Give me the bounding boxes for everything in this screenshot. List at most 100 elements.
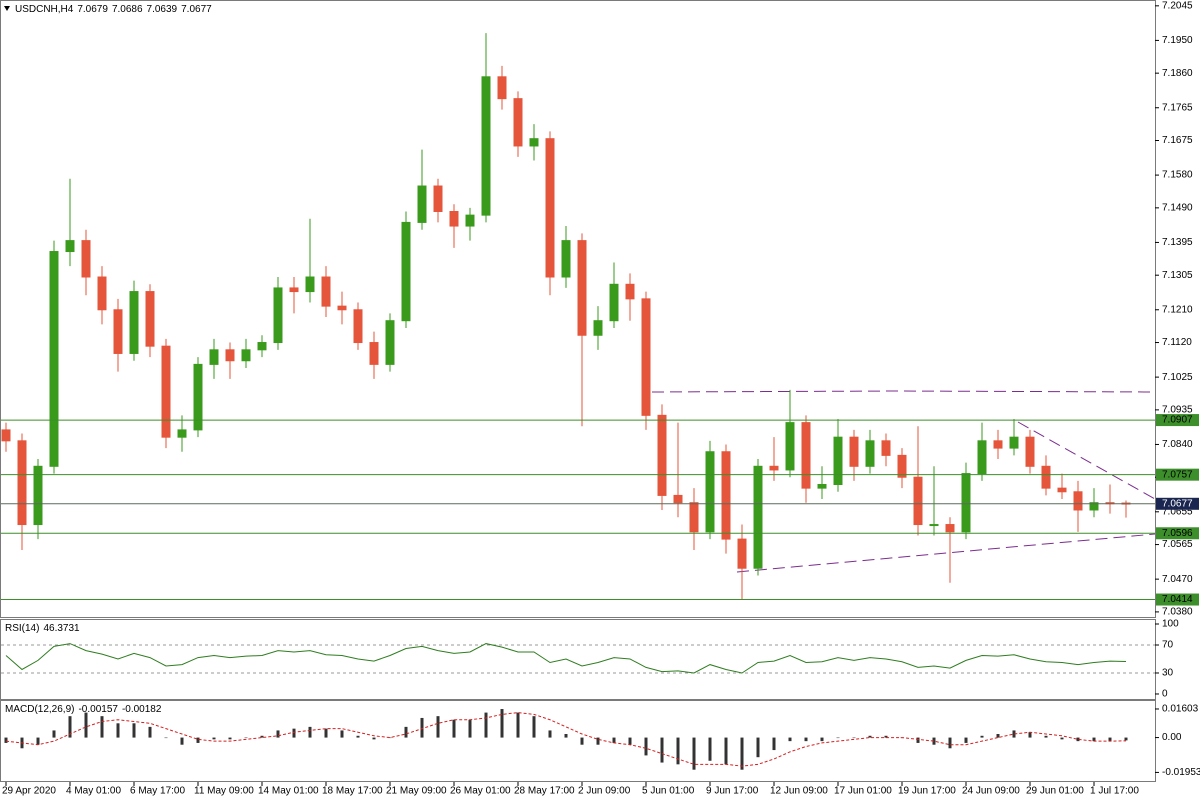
macd-bar [228, 737, 232, 740]
macd-bar [388, 737, 392, 739]
candle-body [929, 524, 939, 527]
candle-body [913, 476, 923, 526]
macd-bar [84, 712, 88, 738]
macd-bar [116, 723, 120, 738]
y-tick-label: 7.0935 [1162, 405, 1193, 416]
macd-signal-last: -0.00182 [122, 704, 162, 715]
macd-bar [244, 737, 248, 739]
x-tick-label: 11 May 09:00 [194, 786, 254, 797]
y-tick-label: 100 [1162, 619, 1179, 630]
candle-body [545, 138, 555, 278]
macd-bar [404, 726, 408, 738]
candle-body [753, 465, 763, 569]
symbol: USDCNH,H4 [15, 4, 74, 15]
y-tick-label: 7.0655 [1162, 506, 1193, 517]
bar-open: 7.0679 [77, 4, 108, 15]
candle-body [369, 342, 379, 365]
collapse-icon[interactable] [4, 6, 10, 11]
candle-body [865, 440, 875, 467]
y-tick-label: 7.0380 [1162, 607, 1193, 618]
candle-body [1089, 502, 1099, 511]
macd-bar [164, 737, 168, 739]
macd-bar [68, 716, 72, 738]
macd-bar [788, 737, 792, 742]
candle-body [513, 98, 523, 147]
x-tick-label: 5 Jun 01:00 [642, 786, 695, 797]
candle-body [273, 287, 283, 344]
trend-line-resistance [651, 390, 1156, 393]
y-tick-label: 7.1305 [1162, 270, 1193, 281]
candle-body [689, 502, 699, 533]
macd-bar [340, 730, 344, 738]
candle-body [241, 349, 251, 362]
candle-body [1, 429, 11, 442]
macd-bar [932, 737, 936, 745]
candle-body [593, 320, 603, 336]
macd-bar [1028, 732, 1032, 738]
y-tick-label: 30 [1162, 668, 1174, 679]
macd-name: MACD(12,26,9) [5, 704, 74, 715]
candle-body [97, 276, 107, 311]
candle-body [481, 76, 491, 216]
macd-bar [548, 730, 552, 738]
candle-body [609, 283, 619, 322]
price-header: USDCNH,H4 7.0679 7.0686 7.0639 7.0677 [15, 4, 212, 15]
level-label: 7.0414 [1162, 594, 1193, 605]
macd-bar [1044, 735, 1048, 738]
y-tick-label: 7.0840 [1162, 439, 1193, 450]
macd-bar [500, 709, 504, 738]
macd-bar [1124, 737, 1128, 741]
macd-last: -0.00157 [78, 704, 118, 715]
macd-bar [628, 737, 632, 745]
macd-bar [948, 737, 952, 749]
price-panel [0, 0, 1156, 618]
candle-body [433, 185, 443, 212]
x-tick-label: 21 May 09:00 [386, 786, 447, 797]
candle-body [945, 524, 955, 533]
macd-bar [868, 735, 872, 738]
y-tick-label: 0 [1162, 689, 1168, 700]
macd-bar [1060, 737, 1064, 740]
x-tick-label: 17 Jun 01:00 [834, 786, 892, 797]
macd-bar [148, 726, 152, 738]
macd-bar [1012, 730, 1016, 738]
macd-bar [676, 737, 680, 765]
candle-body [993, 440, 1003, 449]
macd-bar [356, 735, 360, 738]
candle-body [33, 465, 43, 526]
x-tick-label: 29 Jun 01:00 [1026, 786, 1084, 797]
candle-body [401, 221, 411, 322]
candle-body [49, 251, 59, 467]
macd-bar [132, 723, 136, 738]
candle-body [113, 309, 123, 354]
macd-bar [308, 726, 312, 738]
y-tick-label: 7.1950 [1162, 35, 1193, 46]
level-tag [1156, 468, 1199, 481]
y-tick-label: 7.1765 [1162, 102, 1193, 113]
x-tick-label: 9 Jun 17:00 [706, 786, 759, 797]
macd-bar [420, 717, 424, 738]
macd-bar [804, 737, 808, 742]
candle-body [289, 287, 299, 293]
macd-bar [1092, 737, 1096, 742]
y-tick-label: 7.1210 [1162, 304, 1193, 315]
macd-bar [516, 712, 520, 738]
macd-bar [436, 716, 440, 738]
candle-body [961, 473, 971, 533]
y-tick-label: 7.0565 [1162, 539, 1193, 550]
candle-body [321, 276, 331, 307]
macd-bar [740, 737, 744, 770]
rsi-line [5, 643, 1127, 674]
candle-body [737, 538, 747, 569]
macd-bar [836, 737, 840, 739]
candle-body [385, 320, 395, 365]
candle-body [305, 276, 315, 293]
level-tag [1156, 593, 1199, 606]
candle-body [65, 240, 75, 253]
x-tick-label: 1 Jul 17:00 [1090, 786, 1139, 797]
macd-bar [196, 737, 200, 743]
level-label: 7.0907 [1162, 415, 1193, 426]
y-tick-label: 7.1120 [1162, 337, 1192, 348]
candle-body [145, 291, 155, 347]
